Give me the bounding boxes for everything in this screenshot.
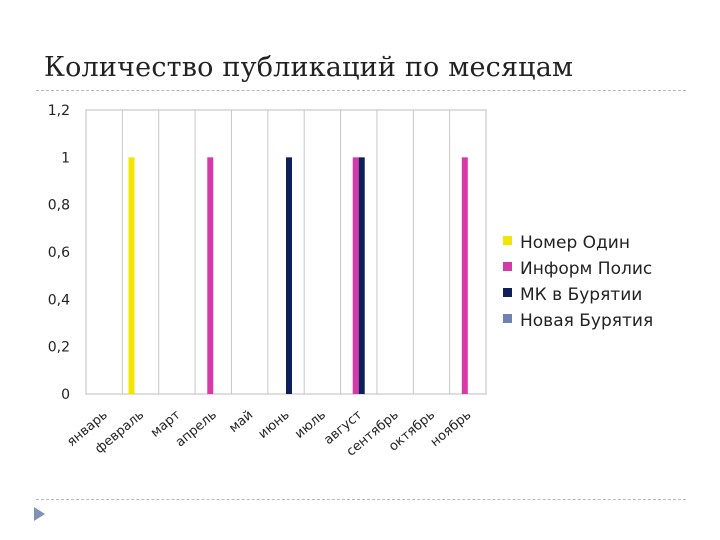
y-tick-label: 0 bbox=[61, 387, 70, 403]
legend-label: Информ Полис bbox=[520, 259, 652, 279]
y-tick-label: 0,8 bbox=[48, 198, 70, 214]
x-tick-label: ноябрь bbox=[428, 408, 475, 450]
legend: Номер Один Информ Полис МК в Бурятии Новая … bbox=[503, 233, 653, 331]
y-tick-label: 0,6 bbox=[48, 245, 70, 261]
title-divider bbox=[36, 90, 686, 91]
legend-label: МК в Бурятии bbox=[520, 285, 642, 305]
y-tick-label: 0,4 bbox=[48, 292, 70, 308]
legend-swatch bbox=[503, 262, 512, 271]
y-tick-label: 1,2 bbox=[48, 103, 70, 119]
x-tick-label: июнь bbox=[256, 408, 293, 442]
y-tick-label: 0,2 bbox=[48, 340, 70, 356]
bar bbox=[128, 157, 135, 394]
footer-divider bbox=[36, 499, 686, 500]
legend-swatch bbox=[503, 288, 512, 297]
legend-label: Новая Бурятия bbox=[520, 311, 653, 331]
slide-nav-arrow-icon bbox=[34, 507, 45, 521]
x-tick-label: май bbox=[226, 408, 256, 436]
legend-label: Номер Один bbox=[520, 233, 630, 253]
slide-title: Количество публикаций по месяцам bbox=[44, 52, 574, 83]
bar bbox=[207, 157, 214, 394]
bar bbox=[286, 157, 292, 394]
x-tick-label: апрель bbox=[173, 408, 220, 451]
y-tick-label: 1 bbox=[61, 150, 70, 166]
legend-swatch bbox=[503, 314, 512, 323]
bar bbox=[358, 157, 365, 394]
bar bbox=[461, 157, 468, 394]
legend-swatch bbox=[503, 236, 512, 245]
bars bbox=[128, 157, 468, 394]
bar bbox=[352, 157, 359, 394]
y-axis: 0 0,2 0,4 0,6 0,8 1 1,2 bbox=[48, 103, 70, 403]
